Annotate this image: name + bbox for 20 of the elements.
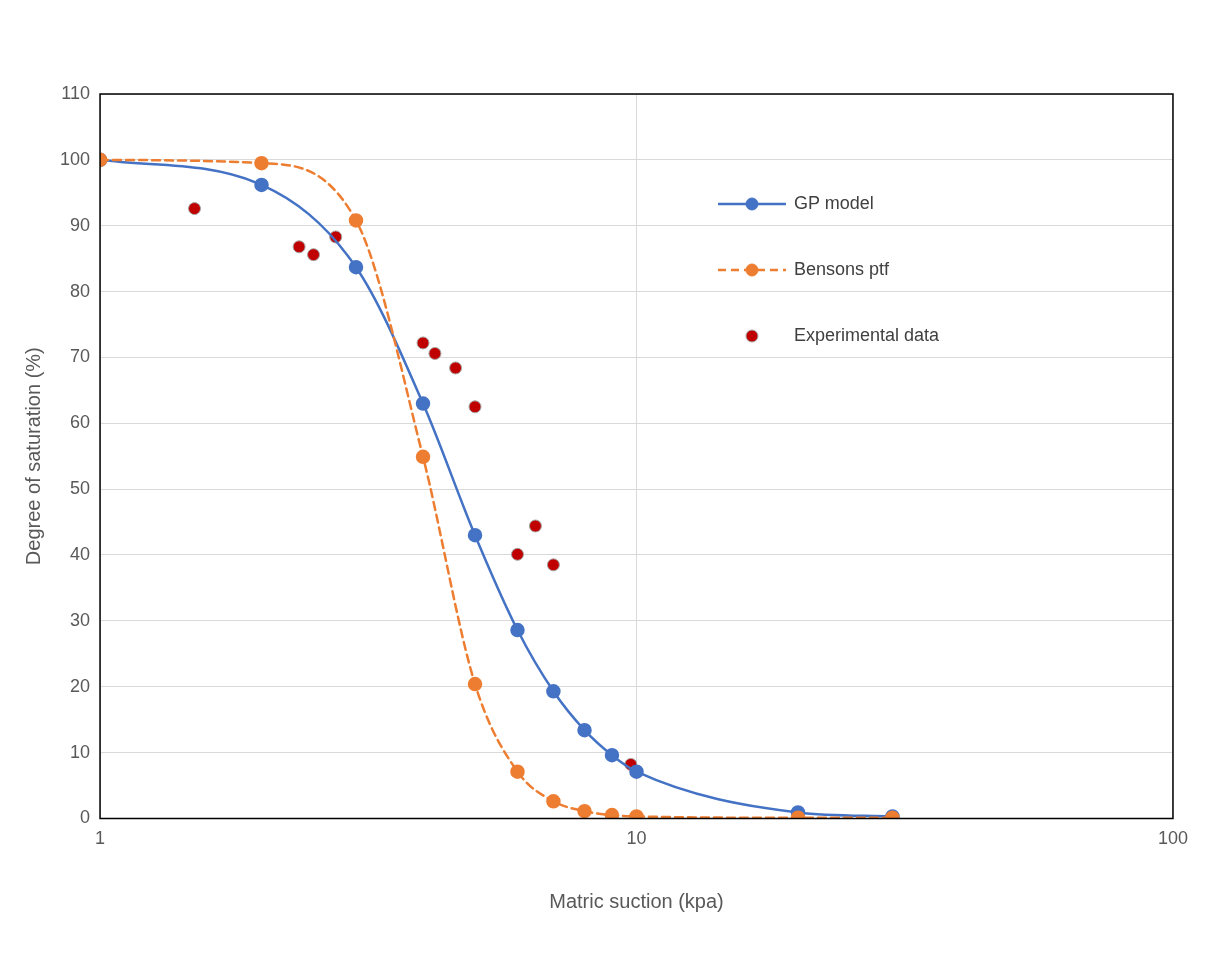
y-tick-label: 70 <box>70 346 91 367</box>
y-tick-label: 90 <box>70 214 91 235</box>
legend-label: Experimental data <box>793 324 941 345</box>
y-tick-label: 50 <box>70 478 91 499</box>
y-tick-label: 30 <box>70 609 91 630</box>
y-tick-label: 20 <box>70 675 91 696</box>
y-tick-label: 0 <box>80 807 91 828</box>
legend-label: Bensons ptf <box>793 258 891 279</box>
x-tick-label: 100 <box>1157 828 1189 849</box>
y-tick-label: 60 <box>70 412 91 433</box>
y-tick-label: 100 <box>59 148 91 169</box>
y-tick-label: 80 <box>70 280 91 301</box>
x-tick-label: 1 <box>95 828 106 849</box>
x-tick-label: 10 <box>626 828 647 849</box>
y-axis-title: Degree of saturation (%) <box>21 347 44 566</box>
x-axis-title: Matric suction (kpa) <box>549 889 724 912</box>
y-tick-label: 110 <box>61 82 91 103</box>
y-tick-label: 40 <box>70 543 91 564</box>
y-tick-label: 10 <box>70 741 91 762</box>
legend-label: GP model <box>793 192 874 213</box>
